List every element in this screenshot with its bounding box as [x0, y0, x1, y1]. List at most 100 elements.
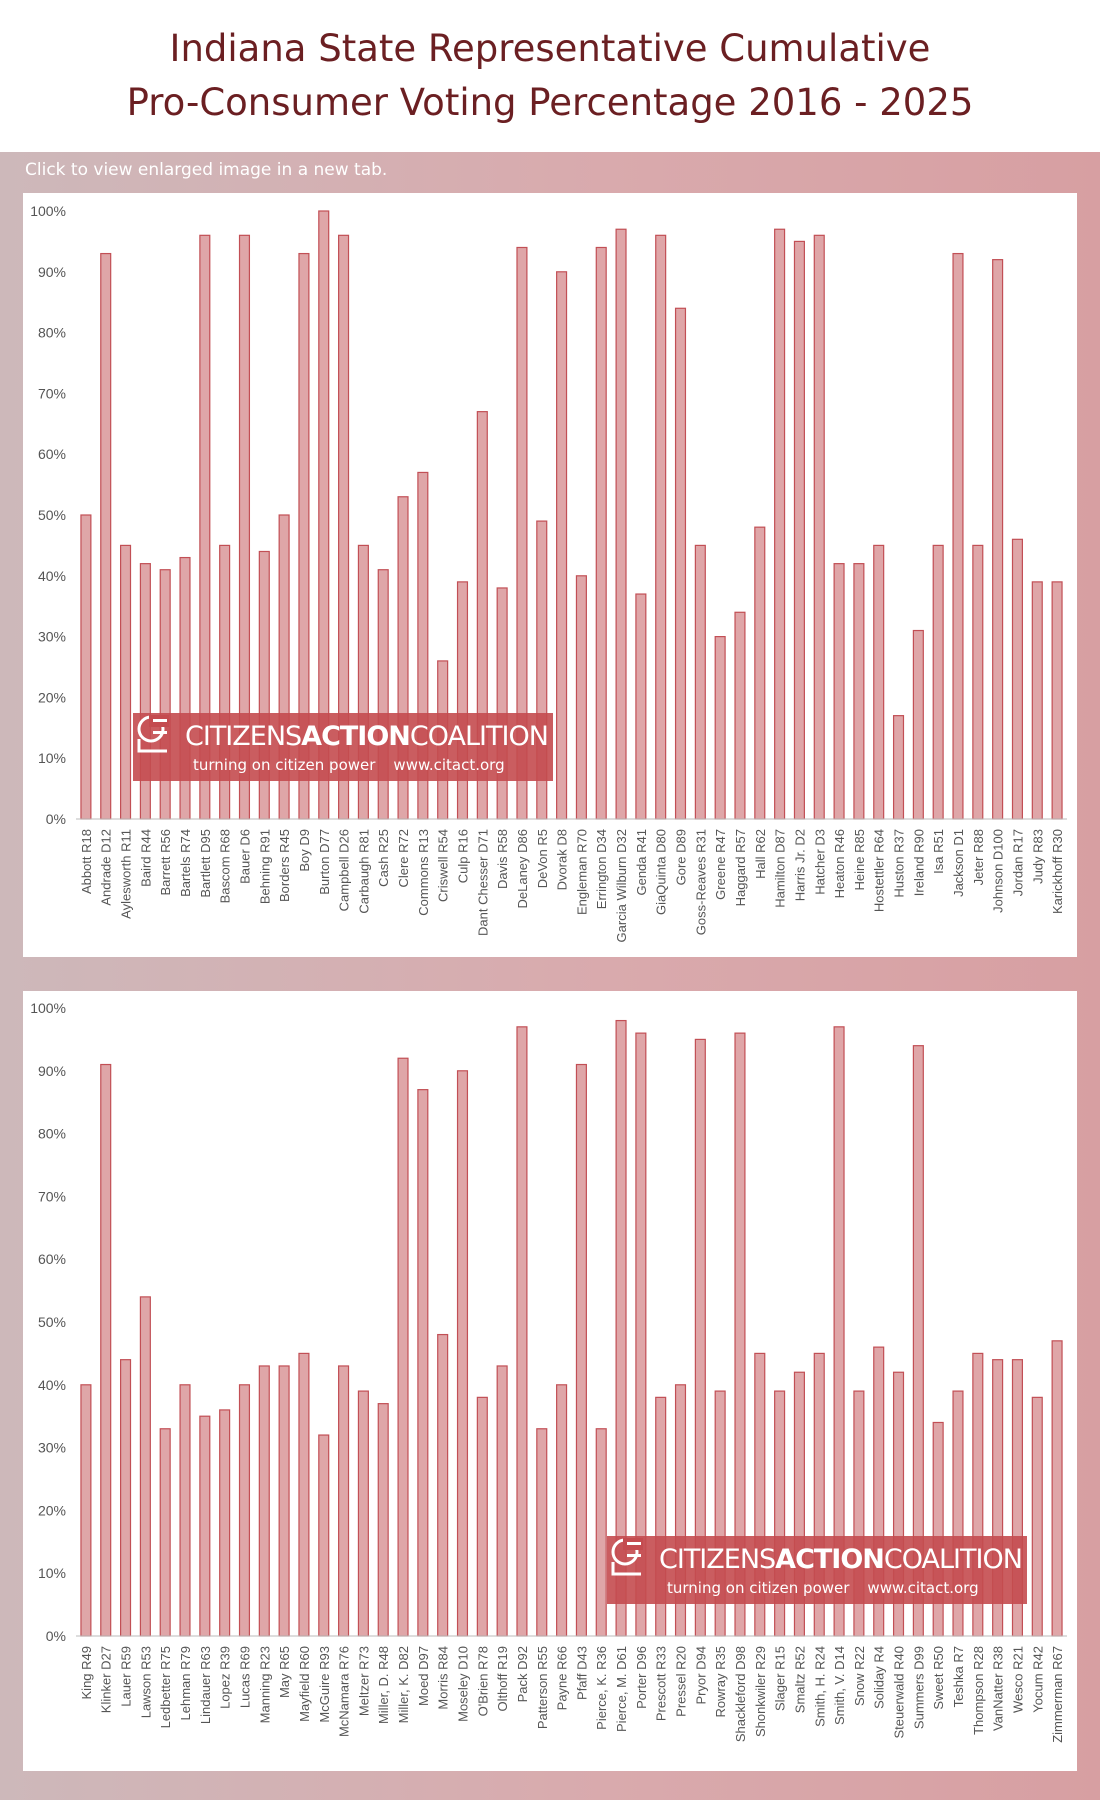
- x-tick-label: Huston R37: [892, 829, 907, 898]
- x-tick-label: Hostettler R64: [872, 829, 887, 912]
- x-tick-label: Harris Jr. D2: [792, 829, 807, 901]
- bar-chart-2: 0% 10% 20% 30% 40% 50% 60% 70% 80% 90% 100% King R4…: [30, 1000, 1067, 1743]
- title-line-2: Pro-Consumer Voting Percentage 2016 - 20…: [126, 81, 974, 124]
- watermark-wordmark: CITIZENSACTIONCOALITION: [185, 721, 549, 752]
- bar: [892, 715, 905, 820]
- bar: [1031, 1396, 1043, 1637]
- bar: [456, 581, 469, 820]
- bar: [456, 1070, 469, 1637]
- bar: [635, 593, 647, 820]
- x-tick-label: Porter D96: [634, 1646, 649, 1709]
- x-tick-label: Hatcher D3: [812, 829, 827, 895]
- x-tick-label: Cash R25: [376, 829, 391, 887]
- bar: [615, 228, 627, 820]
- x-tick-label: Steuerwald R40: [892, 1646, 907, 1739]
- bar: [80, 514, 92, 820]
- bar: [496, 1365, 508, 1637]
- x-tick-label: Smaltz R52: [792, 1646, 807, 1713]
- bar: [357, 1390, 369, 1637]
- bar: [556, 1384, 568, 1637]
- bar: [100, 252, 112, 820]
- bar: [258, 1365, 270, 1637]
- bar: [179, 1384, 191, 1637]
- x-tick-label: Garcia Wilburn D32: [614, 829, 629, 942]
- bar: [813, 234, 825, 820]
- y-tick-label: 80%: [38, 325, 66, 341]
- bar: [1031, 581, 1043, 820]
- x-tick-label: DeVon R5: [535, 829, 550, 888]
- x-tick-label: Smith, V. D14: [832, 1646, 847, 1725]
- x-tick-label: Dant Chesser D71: [475, 829, 490, 936]
- bar: [139, 1296, 151, 1637]
- x-tick-label: Lindauer R63: [198, 1646, 213, 1724]
- bar: [417, 1089, 429, 1637]
- x-tick-label: Manning R23: [257, 1646, 272, 1723]
- bar: [734, 611, 746, 820]
- bar: [873, 544, 885, 820]
- x-tick-label: Culp R16: [455, 829, 470, 883]
- x-tick-label: Jordan R17: [1010, 829, 1025, 896]
- bar: [159, 1428, 171, 1637]
- x-tick-label: Lopez R39: [218, 1646, 233, 1709]
- x-tick-label: Thompson R28: [971, 1646, 986, 1735]
- x-tick-label: Carbaugh R81: [356, 829, 371, 914]
- x-tick-label: Olthoff R19: [495, 1646, 510, 1712]
- x-tick-label: Hall R62: [753, 829, 768, 879]
- bar: [278, 1365, 290, 1637]
- enlarge-link[interactable]: Click to view enlarged image in a new ta…: [25, 160, 388, 180]
- x-tick-label: Jackson D1: [951, 829, 966, 897]
- bar: [338, 1365, 350, 1637]
- x-tick-label: Yocum R42: [1030, 1646, 1045, 1713]
- x-tick-label: May R65: [277, 1646, 292, 1698]
- x-tick-label: Miller, K. D82: [396, 1646, 411, 1723]
- bar: [219, 1409, 231, 1637]
- x-tick-label: Campbell D26: [337, 829, 352, 911]
- bar: [575, 1063, 587, 1637]
- x-tick-label: Davis R58: [495, 829, 510, 889]
- x-tick-label: Summers D99: [911, 1646, 926, 1729]
- bar: [377, 569, 389, 820]
- bar: [556, 271, 568, 820]
- x-tick-label: Haggard R57: [733, 829, 748, 906]
- x-tick-label: Bartlett D95: [198, 829, 213, 898]
- bar: [992, 259, 1004, 820]
- x-tick-label: Hamilton D87: [773, 829, 788, 908]
- bar-chart-1: 0% 10% 20% 30% 40% 50% 60% 70% 80% 90% 100% Abbott …: [30, 203, 1067, 942]
- x-tick-label: Pressel R20: [674, 1646, 689, 1717]
- bar: [298, 1352, 310, 1637]
- chart-panel-1[interactable]: 0% 10% 20% 30% 40% 50% 60% 70% 80% 90% 100% Abbott …: [23, 193, 1077, 957]
- x-tick-label: Meltzer R73: [356, 1646, 371, 1716]
- y-tick-label: 0%: [46, 811, 66, 827]
- x-tick-label: Mayfield R60: [297, 1646, 312, 1722]
- y-tick-label: 0%: [46, 1628, 66, 1644]
- bar: [159, 569, 171, 820]
- x-tick-label: Teshka R7: [951, 1646, 966, 1707]
- x-tick-label: Zimmerman R67: [1050, 1646, 1065, 1743]
- x-tick-label: Engleman R70: [574, 829, 589, 915]
- x-tick-label: Baird R44: [138, 829, 153, 887]
- x-tick-label: Heine R85: [852, 829, 867, 890]
- y-tick-label: 100%: [30, 203, 66, 219]
- x-tick-label: Pryor D94: [693, 1646, 708, 1705]
- bar: [575, 575, 587, 820]
- x-tick-label: Aylesworth R11: [119, 829, 134, 919]
- bar: [119, 544, 132, 820]
- plug-logo-icon: [611, 1538, 643, 1576]
- y-tick-label: 40%: [38, 568, 66, 584]
- x-tick-label: Heaton R46: [832, 829, 847, 898]
- x-tick-label: Slager R15: [773, 1646, 788, 1711]
- y-tick-label: 10%: [38, 1565, 66, 1581]
- y-tick-label: 100%: [30, 1000, 66, 1016]
- chart-panel-2[interactable]: 0% 10% 20% 30% 40% 50% 60% 70% 80% 90% 100% King R4…: [23, 991, 1077, 1771]
- watermark-wordmark: CITIZENSACTIONCOALITION: [659, 1544, 1023, 1575]
- x-tick-label: Jeter R88: [971, 829, 986, 885]
- bar: [119, 1359, 132, 1637]
- bar: [536, 1428, 548, 1637]
- y-tick-label: 30%: [38, 1440, 66, 1456]
- x-tick-label: DeLaney D86: [515, 829, 530, 909]
- x-tick-label: Abbott R18: [79, 829, 94, 894]
- bar: [1051, 581, 1063, 820]
- x-tick-label: Pierce, K. R36: [594, 1646, 609, 1730]
- bar: [476, 1396, 488, 1637]
- x-tick-label: Ledbetter R75: [158, 1646, 173, 1728]
